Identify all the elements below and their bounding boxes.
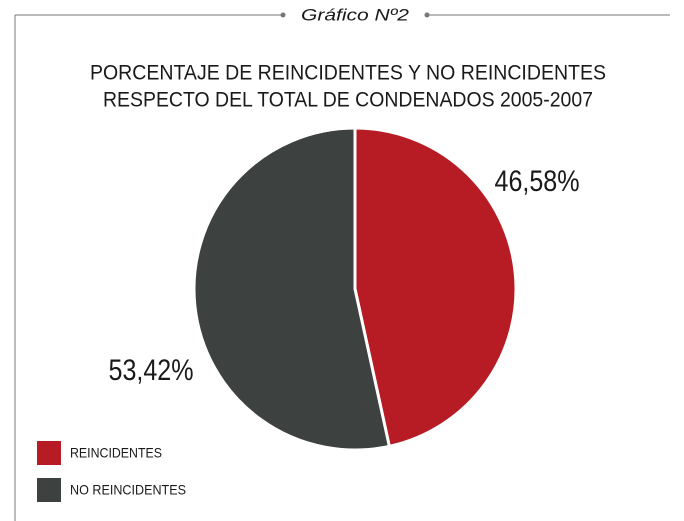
pie-slice [192,126,391,452]
pie-slice [353,126,518,448]
data-label: 53,42% [109,354,194,387]
legend-swatch [37,441,61,465]
legend-label: REINCIDENTES [70,445,162,461]
frame-dot [280,12,286,18]
data-label: 46,58% [495,165,580,198]
frame-dot [424,12,430,18]
chart-title: PORCENTAJE DE REINCIDENTES Y NO REINCIDE… [90,62,606,85]
chart-header: Gráfico Nº2 [301,5,410,24]
chart-title: RESPECTO DEL TOTAL DE CONDENADOS 2005-20… [103,89,593,112]
legend-label: NO REINCIDENTES [70,482,186,498]
legend-swatch [37,478,61,502]
